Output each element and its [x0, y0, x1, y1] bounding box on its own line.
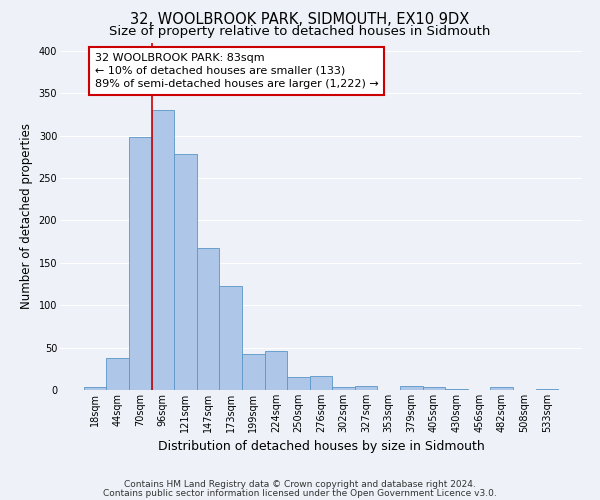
Bar [265, 351, 287, 390]
Bar [287, 378, 310, 390]
Text: 32 WOOLBROOK PARK: 83sqm
← 10% of detached houses are smaller (133)
89% of semi-: 32 WOOLBROOK PARK: 83sqm ← 10% of detach… [95, 52, 379, 89]
Bar [197, 248, 220, 390]
Bar [129, 138, 152, 390]
Bar [445, 389, 468, 390]
Bar [332, 386, 355, 390]
X-axis label: Distribution of detached houses by size in Sidmouth: Distribution of detached houses by size … [158, 440, 484, 454]
Text: Contains public sector information licensed under the Open Government Licence v3: Contains public sector information licen… [103, 488, 497, 498]
Bar [152, 110, 174, 390]
Bar [220, 286, 242, 390]
Bar [355, 386, 377, 390]
Bar [106, 358, 129, 390]
Bar [422, 388, 445, 390]
Bar [84, 388, 106, 390]
Bar [310, 376, 332, 390]
Text: Contains HM Land Registry data © Crown copyright and database right 2024.: Contains HM Land Registry data © Crown c… [124, 480, 476, 489]
Bar [490, 388, 513, 390]
Text: 32, WOOLBROOK PARK, SIDMOUTH, EX10 9DX: 32, WOOLBROOK PARK, SIDMOUTH, EX10 9DX [130, 12, 470, 28]
Bar [174, 154, 197, 390]
Bar [536, 389, 558, 390]
Bar [400, 386, 422, 390]
Text: Size of property relative to detached houses in Sidmouth: Size of property relative to detached ho… [109, 25, 491, 38]
Y-axis label: Number of detached properties: Number of detached properties [20, 123, 33, 309]
Bar [242, 354, 265, 390]
